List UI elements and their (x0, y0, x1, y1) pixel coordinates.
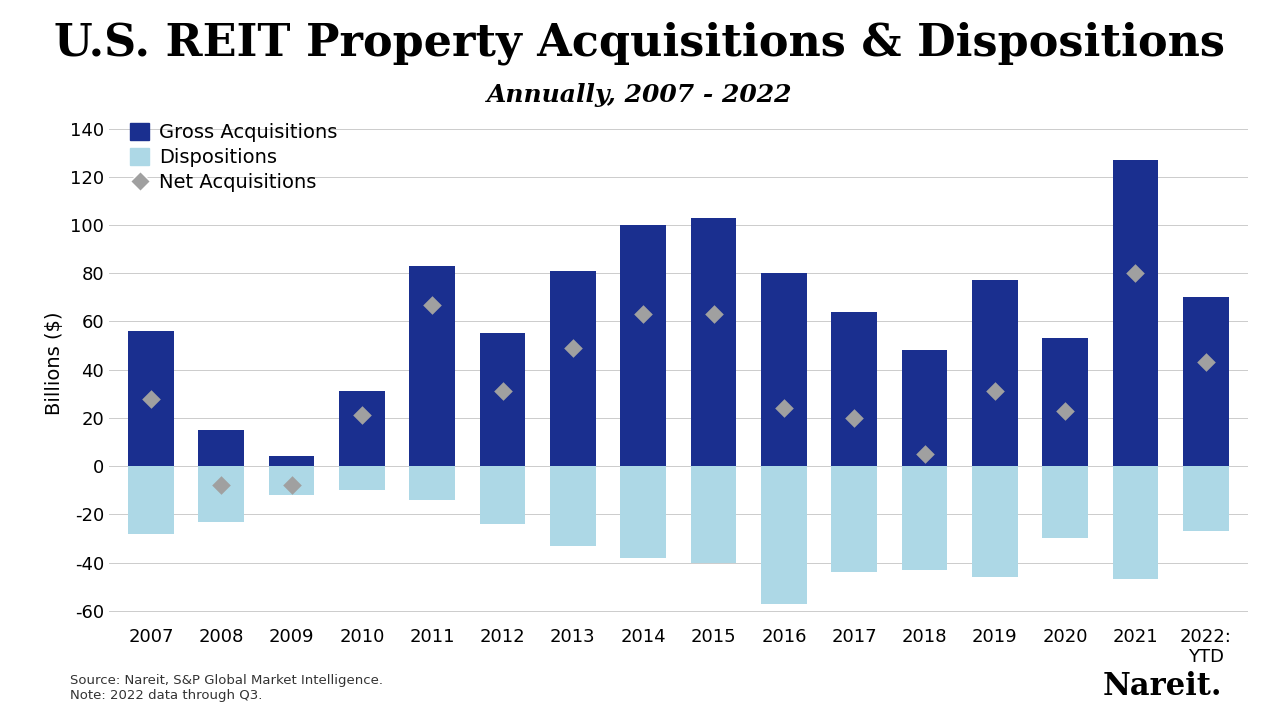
Bar (410, 266, 456, 466)
Bar (269, 456, 315, 466)
Point (493, 386, 513, 397)
Legend: Gross Acquisitions, Dispositions, Net Acquisitions: Gross Acquisitions, Dispositions, Net Ac… (124, 117, 343, 198)
Bar (410, 466, 456, 500)
Bar (901, 466, 947, 570)
Bar (550, 466, 595, 546)
Point (1125, 267, 1146, 279)
Bar (1183, 466, 1229, 531)
Bar (198, 466, 244, 521)
Bar (972, 466, 1018, 577)
Y-axis label: Billions ($): Billions ($) (45, 312, 64, 415)
Bar (831, 312, 877, 466)
Bar (550, 271, 595, 466)
Bar (339, 466, 385, 490)
Bar (128, 331, 174, 466)
Point (282, 480, 302, 491)
Point (914, 449, 934, 460)
Bar (621, 466, 666, 558)
Bar (691, 217, 736, 466)
Bar (972, 280, 1018, 466)
Point (1055, 405, 1075, 416)
Bar (1042, 338, 1088, 466)
Bar (480, 333, 526, 466)
Bar (762, 273, 806, 466)
Point (1196, 356, 1216, 368)
Text: Annually, 2007 - 2022: Annually, 2007 - 2022 (488, 83, 792, 107)
Text: U.S. REIT Property Acquisitions & Dispositions: U.S. REIT Property Acquisitions & Dispos… (55, 22, 1225, 65)
Point (563, 342, 584, 354)
Point (141, 393, 161, 405)
Point (844, 412, 864, 423)
Text: Nareit.: Nareit. (1103, 671, 1222, 702)
Point (773, 402, 794, 414)
Bar (1183, 297, 1229, 466)
Bar (269, 466, 315, 495)
Bar (1112, 160, 1158, 466)
Point (211, 480, 232, 491)
Bar (1042, 466, 1088, 539)
Text: Source: Nareit, S&P Global Market Intelligence.
Note: 2022 data through Q3.: Source: Nareit, S&P Global Market Intell… (70, 674, 384, 702)
Bar (691, 466, 736, 562)
Point (634, 308, 654, 320)
Bar (621, 225, 666, 466)
Point (422, 299, 443, 310)
Bar (1112, 466, 1158, 580)
Bar (480, 466, 526, 524)
Point (352, 410, 372, 421)
Bar (762, 466, 806, 603)
Point (703, 308, 723, 320)
Point (984, 386, 1005, 397)
Bar (901, 351, 947, 466)
Bar (831, 466, 877, 572)
Bar (128, 466, 174, 534)
Bar (198, 430, 244, 466)
Bar (339, 392, 385, 466)
